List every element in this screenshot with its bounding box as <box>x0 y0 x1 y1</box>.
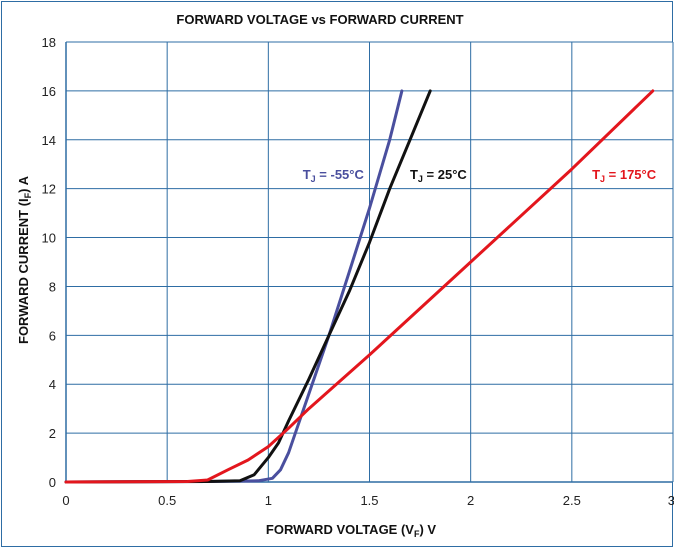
x-tick-label: 3 <box>668 493 674 508</box>
annotation-minus55c: TJ = -55°C <box>303 167 365 184</box>
y-tick-label: 14 <box>42 133 56 148</box>
y-tick-label: 4 <box>49 377 56 392</box>
annotation-175c: TJ = 175°C <box>592 167 657 184</box>
y-axis-label: FORWARD CURRENT (IF) A <box>16 175 33 344</box>
x-tick-label: 1.5 <box>360 493 378 508</box>
y-tick-label: 18 <box>42 35 56 50</box>
x-tick-label: 0.5 <box>158 493 176 508</box>
y-tick-label: 12 <box>42 182 56 197</box>
x-tick-label: 1 <box>265 493 272 508</box>
x-axis-label: FORWARD VOLTAGE (VF) V <box>266 522 437 539</box>
x-tick-label: 0 <box>62 493 69 508</box>
y-tick-label: 16 <box>42 84 56 99</box>
y-tick-label: 0 <box>49 475 56 490</box>
y-tick-label: 8 <box>49 279 56 294</box>
y-tick-label: 2 <box>49 426 56 441</box>
series-line-25c <box>64 89 432 484</box>
y-tick-label: 6 <box>49 328 56 343</box>
y-tick-label: 10 <box>42 231 56 246</box>
x-tick-label: 2.5 <box>563 493 581 508</box>
series-line-minus55c <box>64 89 404 484</box>
annotation-25c: TJ = 25°C <box>410 167 467 184</box>
series-line-175c <box>64 89 655 484</box>
chart-title: FORWARD VOLTAGE vs FORWARD CURRENT <box>176 12 463 27</box>
x-tick-label: 2 <box>467 493 474 508</box>
